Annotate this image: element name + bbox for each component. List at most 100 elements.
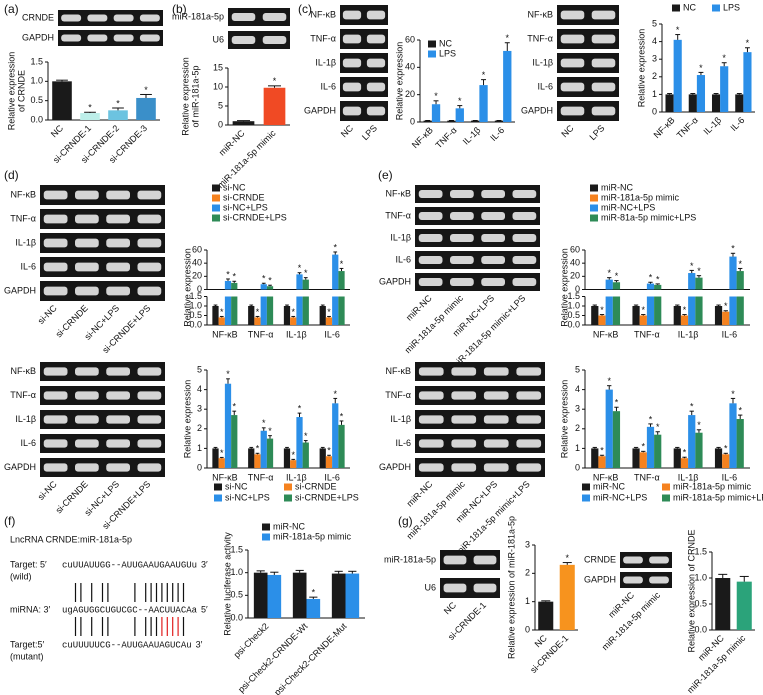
bar (296, 274, 303, 290)
legend-swatch (712, 4, 720, 12)
blot-row-label: NF-κB (386, 366, 412, 376)
bar (711, 94, 721, 112)
y-tick-label: 20 (570, 271, 580, 281)
blot-row (415, 362, 545, 381)
bar (695, 432, 703, 468)
bar (612, 296, 621, 325)
blot-band (649, 556, 669, 564)
bar (253, 572, 268, 618)
bar (729, 403, 737, 468)
y-tick-label: 0.5 (30, 95, 43, 105)
significance-mark: * (683, 448, 687, 458)
y-tick-label: 5 (197, 364, 202, 374)
y-tick-label: 15 (213, 62, 223, 72)
y-tick-label: 2 (575, 423, 580, 433)
significance-mark: * (327, 307, 331, 317)
blot-band (106, 463, 130, 472)
blot-row-label: TNF-α (527, 33, 553, 43)
bar (639, 452, 647, 468)
legend-label: si-NC+LPS (223, 202, 268, 212)
significance-mark: * (724, 444, 728, 454)
y-tick-label: 0 (575, 462, 580, 472)
blot-band (418, 234, 443, 242)
sequence: ugAGUGGCUGUCGC--AACUUACAa (62, 605, 198, 615)
blot-row-label: GAPDH (521, 105, 553, 115)
blot-row-label: GAPDH (584, 574, 616, 584)
bar (680, 315, 689, 325)
legend-swatch (582, 494, 590, 502)
x-tick-label: IL-6 (324, 472, 340, 482)
blot-band (342, 82, 362, 92)
bar (632, 448, 640, 468)
blot-row (40, 410, 165, 429)
y-axis-label: Relative expression of miR-181a-5p (506, 516, 516, 659)
bar (254, 454, 261, 468)
legend-swatch (212, 194, 220, 202)
y-tick-label: 1.5 (189, 291, 202, 301)
blot-band (481, 278, 505, 286)
blot-band (418, 212, 443, 220)
blot-row (557, 53, 619, 73)
blot-band (483, 439, 509, 448)
blot-band (418, 367, 444, 376)
panel-label: (a) (4, 2, 19, 16)
blot-band (137, 190, 162, 200)
legend-swatch (212, 214, 220, 222)
blot-band (43, 463, 68, 472)
blot-row-label: NF-κB (386, 188, 412, 198)
bar (714, 448, 723, 468)
significance-mark: * (291, 450, 295, 460)
blot-band (43, 415, 68, 424)
significance-mark: * (144, 85, 148, 95)
panel-label: (e) (378, 168, 393, 182)
blot-band (516, 463, 542, 472)
x-tick-label: IL-1β (461, 125, 483, 147)
bar (266, 438, 274, 468)
bar (260, 284, 267, 290)
significance-mark: * (268, 276, 272, 286)
significance-mark: * (256, 444, 260, 454)
x-tick-label: IL-6 (728, 115, 746, 133)
blot-row (415, 458, 545, 477)
significance-mark: * (312, 588, 316, 598)
blot-row (620, 552, 672, 568)
bar (306, 598, 321, 618)
bar (224, 296, 232, 325)
y-tick-label: 1.0 (189, 300, 202, 310)
bar (302, 296, 309, 325)
y-tick-label: 0 (218, 119, 223, 129)
legend-label: miR-181a-5p mimic+LPS (673, 492, 763, 502)
significance-mark: * (226, 369, 230, 379)
x-tick-label: IL-1β (678, 472, 699, 482)
significance-mark: * (690, 261, 694, 271)
x-tick-label: TNF-α (634, 472, 660, 482)
y-tick-label: 5 (575, 364, 580, 374)
blot-band (560, 58, 585, 68)
legend-swatch (590, 194, 598, 202)
blot-band (560, 106, 585, 116)
significance-mark: * (738, 405, 742, 415)
blot-band (75, 367, 99, 376)
legend-label: miR-181a-5p mimic (273, 531, 352, 541)
y-tick-label: 1 (525, 596, 530, 606)
blot-band (443, 583, 467, 593)
significance-mark: * (731, 244, 735, 254)
blot-row-label: miR-181a-5p (172, 11, 224, 21)
y-tick-label: 20 (192, 271, 202, 281)
bar (720, 66, 729, 112)
legend-label: miR-NC+LPS (593, 492, 647, 502)
blot-row-label: NF-κB (11, 366, 37, 376)
sequence-title: LncRNA CRNDE:miR-181a-5p (10, 534, 132, 544)
bar (319, 448, 326, 468)
y-tick-label: 0 (525, 624, 530, 634)
x-tick-label: IL-6 (488, 125, 506, 143)
blot-band (87, 34, 108, 42)
blot-row-label: TNF-α (10, 213, 36, 223)
significance-mark: * (273, 76, 277, 86)
y-tick-label: 0 (197, 462, 202, 472)
significance-mark: * (256, 307, 260, 317)
bar (673, 39, 682, 113)
y-tick-label: 4 (652, 36, 657, 46)
blot-row (415, 386, 545, 405)
